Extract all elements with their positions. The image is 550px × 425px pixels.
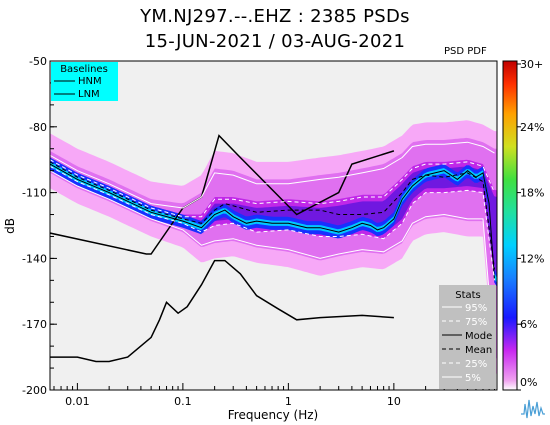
stats-legend-title: Stats (455, 290, 481, 301)
stats-legend: Stats 95% 75% Mode Mean 25% 5% (439, 285, 496, 389)
x-tick-label: 10 (387, 395, 401, 408)
y-tick-label: -50 (29, 55, 47, 68)
lnm-line (50, 259, 394, 363)
colorbar-tick-label: 24% (520, 121, 544, 134)
density-band-peak (50, 161, 497, 283)
density-band-light (50, 137, 497, 360)
colorbar-title: PSD PDF (444, 46, 487, 57)
x-tick-label: 0.1 (174, 395, 192, 408)
baselines-legend-title: Baselines (60, 64, 108, 75)
p5-line (50, 170, 495, 358)
x-axis-label: Frequency (Hz) (228, 408, 319, 422)
y-tick-label: -80 (29, 121, 47, 134)
p95-legend-label: 95% (465, 303, 487, 314)
chart-subtitle: 15-JUN-2021 / 03-AUG-2021 (144, 31, 406, 52)
mean-line (50, 161, 495, 270)
colorbar-tick-label: 30+ (520, 58, 543, 71)
x-tick-label: 0.01 (65, 395, 90, 408)
y-tick-label: -200 (22, 384, 47, 397)
y-tick-label: -140 (22, 252, 47, 265)
colorbar-tick-label: 0% (520, 376, 537, 389)
hnm-line (50, 134, 395, 255)
colorbar-tick-label: 6% (520, 318, 537, 331)
waveform-logo-icon (519, 396, 547, 420)
p75-line (50, 159, 495, 218)
p95-line (50, 141, 495, 209)
y-tick-label: -170 (22, 318, 47, 331)
p25-line (50, 165, 495, 281)
y-tick-label: -110 (22, 187, 47, 200)
colorbar-tick-label: 12% (520, 252, 544, 265)
stats-legend-box (439, 285, 496, 389)
colorbar-tick-label: 18% (520, 187, 544, 200)
mode-legend-label: Mode (465, 331, 492, 342)
mode-line (50, 163, 495, 281)
lnm-legend-label: LNM (78, 89, 100, 100)
x-tick-label: 1 (285, 395, 292, 408)
chart-title: YM.NJ297.--.EHZ : 2385 PSDs (140, 6, 410, 27)
baselines-legend: Baselines HNM LNM (51, 62, 118, 101)
mean-legend-label: Mean (465, 345, 492, 356)
y-axis-label: dB (3, 218, 17, 234)
colorbar (502, 60, 518, 391)
p25-legend-label: 25% (465, 359, 487, 370)
plot-frame (49, 60, 498, 391)
p75-legend-label: 75% (465, 317, 487, 328)
hnm-legend-label: HNM (78, 76, 102, 87)
p5-legend-label: 5% (465, 373, 481, 384)
